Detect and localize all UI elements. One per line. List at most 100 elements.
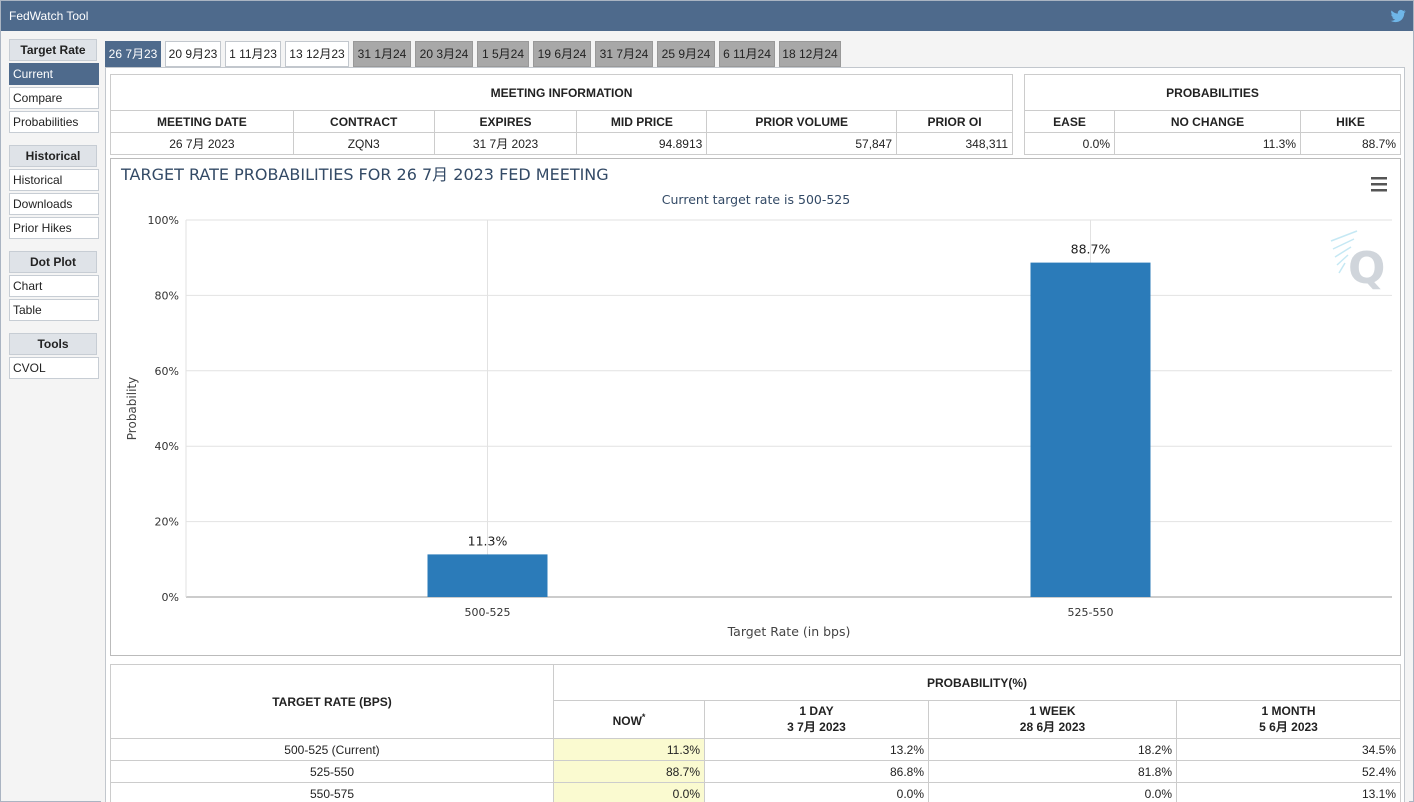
probability-period-header: NOW* — [553, 700, 705, 739]
probability-cell: 18.2% — [928, 738, 1177, 761]
period-date: 5 6月 2023 — [1259, 720, 1318, 734]
probability-history-table: TARGET RATE (BPS) PROBABILITY(%) NOW* 1 D… — [110, 664, 1401, 802]
meeting-tab[interactable]: 25 9月24 — [657, 41, 715, 67]
table-row: 525-550 88.7% 86.8% 81.8% 52.4% — [110, 760, 1401, 783]
bar — [1030, 262, 1151, 597]
probability-cell: 13.2% — [704, 738, 929, 761]
sidebar-section-dot-plot: Dot Plot — [9, 251, 97, 273]
period-label: NOW* — [554, 712, 704, 728]
probabilities-col-header: EASE — [1024, 110, 1115, 133]
sidebar: Target Rate Current Compare Probabilities Hi… — [7, 39, 101, 379]
probabilities-col-header: NO CHANGE — [1114, 110, 1301, 133]
x-tick-label: 525-550 — [1068, 606, 1114, 619]
sidebar-item-historical[interactable]: Historical — [9, 169, 99, 191]
sidebar-item-table[interactable]: Table — [9, 299, 99, 321]
period-label: 1 WEEK — [929, 704, 1176, 718]
y-tick-label: 0% — [162, 591, 179, 604]
y-tick-label: 60% — [155, 365, 179, 378]
meeting-tab[interactable]: 31 7月24 — [595, 41, 653, 67]
period-name: NOW — [612, 713, 642, 728]
probability-cell: 88.7% — [553, 760, 705, 783]
probability-cell: 13.1% — [1176, 782, 1401, 802]
svg-text:Q: Q — [1348, 243, 1385, 294]
meeting-info-cell: 57,847 — [706, 132, 898, 155]
y-tick-label: 40% — [155, 440, 179, 453]
meeting-info-cell: 348,311 — [896, 132, 1013, 155]
probabilities-cell: 11.3% — [1114, 132, 1301, 155]
meeting-tab[interactable]: 31 1月24 — [353, 41, 411, 67]
table-row: 550-575 0.0% 0.0% 0.0% 13.1% — [110, 782, 1401, 802]
sidebar-item-current[interactable]: Current — [9, 63, 99, 85]
probability-cell: 11.3% — [553, 738, 705, 761]
probability-period-header: 1 MONTH 5 6月 2023 — [1176, 700, 1401, 739]
chart-subtitle: Current target rate is 500-525 — [662, 192, 850, 207]
period-name: 1 DAY — [799, 704, 834, 718]
meeting-info-col-header: MEETING DATE — [110, 110, 294, 133]
sidebar-section-tools: Tools — [9, 333, 97, 355]
target-rate-cell: 525-550 — [110, 760, 554, 783]
meeting-info-col-header: PRIOR VOLUME — [706, 110, 898, 133]
period-name: 1 MONTH — [1261, 704, 1316, 718]
sidebar-item-compare[interactable]: Compare — [9, 87, 99, 109]
period-label: 1 MONTH — [1177, 704, 1400, 718]
meeting-tab[interactable]: 26 7月23 — [105, 41, 161, 67]
probabilities-cell: 88.7% — [1300, 132, 1401, 155]
probability-period-header: 1 DAY 3 7月 2023 — [704, 700, 929, 739]
meeting-tab[interactable]: 20 3月24 — [415, 41, 473, 67]
y-tick-label: 100% — [148, 214, 179, 227]
sidebar-item-cvol[interactable]: CVOL — [9, 357, 99, 379]
x-axis-label: Target Rate (in bps) — [727, 624, 851, 639]
meeting-tab[interactable]: 13 12月23 — [285, 41, 349, 67]
target-rate-header: TARGET RATE (BPS) — [110, 664, 554, 739]
probability-cell: 86.8% — [704, 760, 929, 783]
probability-cell: 52.4% — [1176, 760, 1401, 783]
chart-title: TARGET RATE PROBABILITIES FOR 26 7月 2023… — [120, 165, 609, 184]
sidebar-section-historical: Historical — [9, 145, 97, 167]
chart-svg: TARGET RATE PROBABILITIES FOR 26 7月 2023… — [120, 165, 1392, 639]
bar-data-label: 11.3% — [468, 533, 508, 548]
probability-cell: 0.0% — [928, 782, 1177, 802]
x-tick-label: 500-525 — [465, 606, 511, 619]
period-date: 28 6月 2023 — [1019, 720, 1086, 734]
period-label: 1 DAY — [705, 704, 928, 718]
sidebar-item-prior-hikes[interactable]: Prior Hikes — [9, 217, 99, 239]
meeting-info-cell: 26 7月 2023 — [110, 132, 294, 155]
probabilities-cell: 0.0% — [1024, 132, 1115, 155]
meeting-tab[interactable]: 18 12月24 — [779, 41, 841, 67]
probability-cell: 0.0% — [704, 782, 929, 802]
chart-menu-icon[interactable] — [1371, 177, 1387, 192]
meeting-info-cell: 31 7月 2023 — [433, 132, 578, 155]
meeting-tab[interactable]: 1 5月24 — [477, 41, 529, 67]
probabilities-col-header: HIKE — [1300, 110, 1401, 133]
y-axis-label: Probability — [125, 377, 139, 440]
period-name: 1 WEEK — [1029, 704, 1076, 718]
app-title: FedWatch Tool — [9, 9, 89, 23]
meeting-tab[interactable]: 20 9月23 — [165, 41, 221, 67]
bar — [427, 554, 548, 597]
meeting-info-title: MEETING INFORMATION — [110, 74, 1013, 111]
footnote-marker: * — [641, 711, 646, 722]
probabilities-title: PROBABILITIES — [1024, 74, 1401, 111]
probability-period-header: 1 WEEK 28 6月 2023 — [928, 700, 1177, 739]
bar-data-label: 88.7% — [1071, 242, 1111, 257]
probability-cell: 34.5% — [1176, 738, 1401, 761]
meeting-tab[interactable]: 6 11月24 — [719, 41, 775, 67]
sidebar-item-probabilities[interactable]: Probabilities — [9, 111, 99, 133]
meeting-tab[interactable]: 19 6月24 — [533, 41, 591, 67]
app-header: FedWatch Tool — [1, 1, 1413, 31]
target-rate-chart: TARGET RATE PROBABILITIES FOR 26 7月 2023… — [110, 158, 1401, 656]
content-panel: MEETING INFORMATION MEETING DATE CONTRACT… — [105, 67, 1405, 802]
meeting-info-table: MEETING INFORMATION MEETING DATE CONTRACT… — [110, 74, 1013, 155]
sidebar-item-downloads[interactable]: Downloads — [9, 193, 99, 215]
target-rate-cell: 550-575 — [110, 782, 554, 802]
meeting-info-col-header: MID PRICE — [576, 110, 708, 133]
table-row: 500-525 (Current) 11.3% 13.2% 18.2% 34.5% — [110, 738, 1401, 761]
sidebar-item-chart[interactable]: Chart — [9, 275, 99, 297]
probabilities-table: PROBABILITIES EASE NO CHANGE HIKE 0.0% 11.3… — [1024, 74, 1401, 155]
meeting-tab[interactable]: 1 11月23 — [225, 41, 281, 67]
meeting-info-cell: 94.8913 — [576, 132, 708, 155]
meeting-info-col-header: CONTRACT — [292, 110, 435, 133]
quikstrike-logo-icon: Q — [1330, 230, 1385, 294]
twitter-icon[interactable] — [1389, 7, 1407, 25]
